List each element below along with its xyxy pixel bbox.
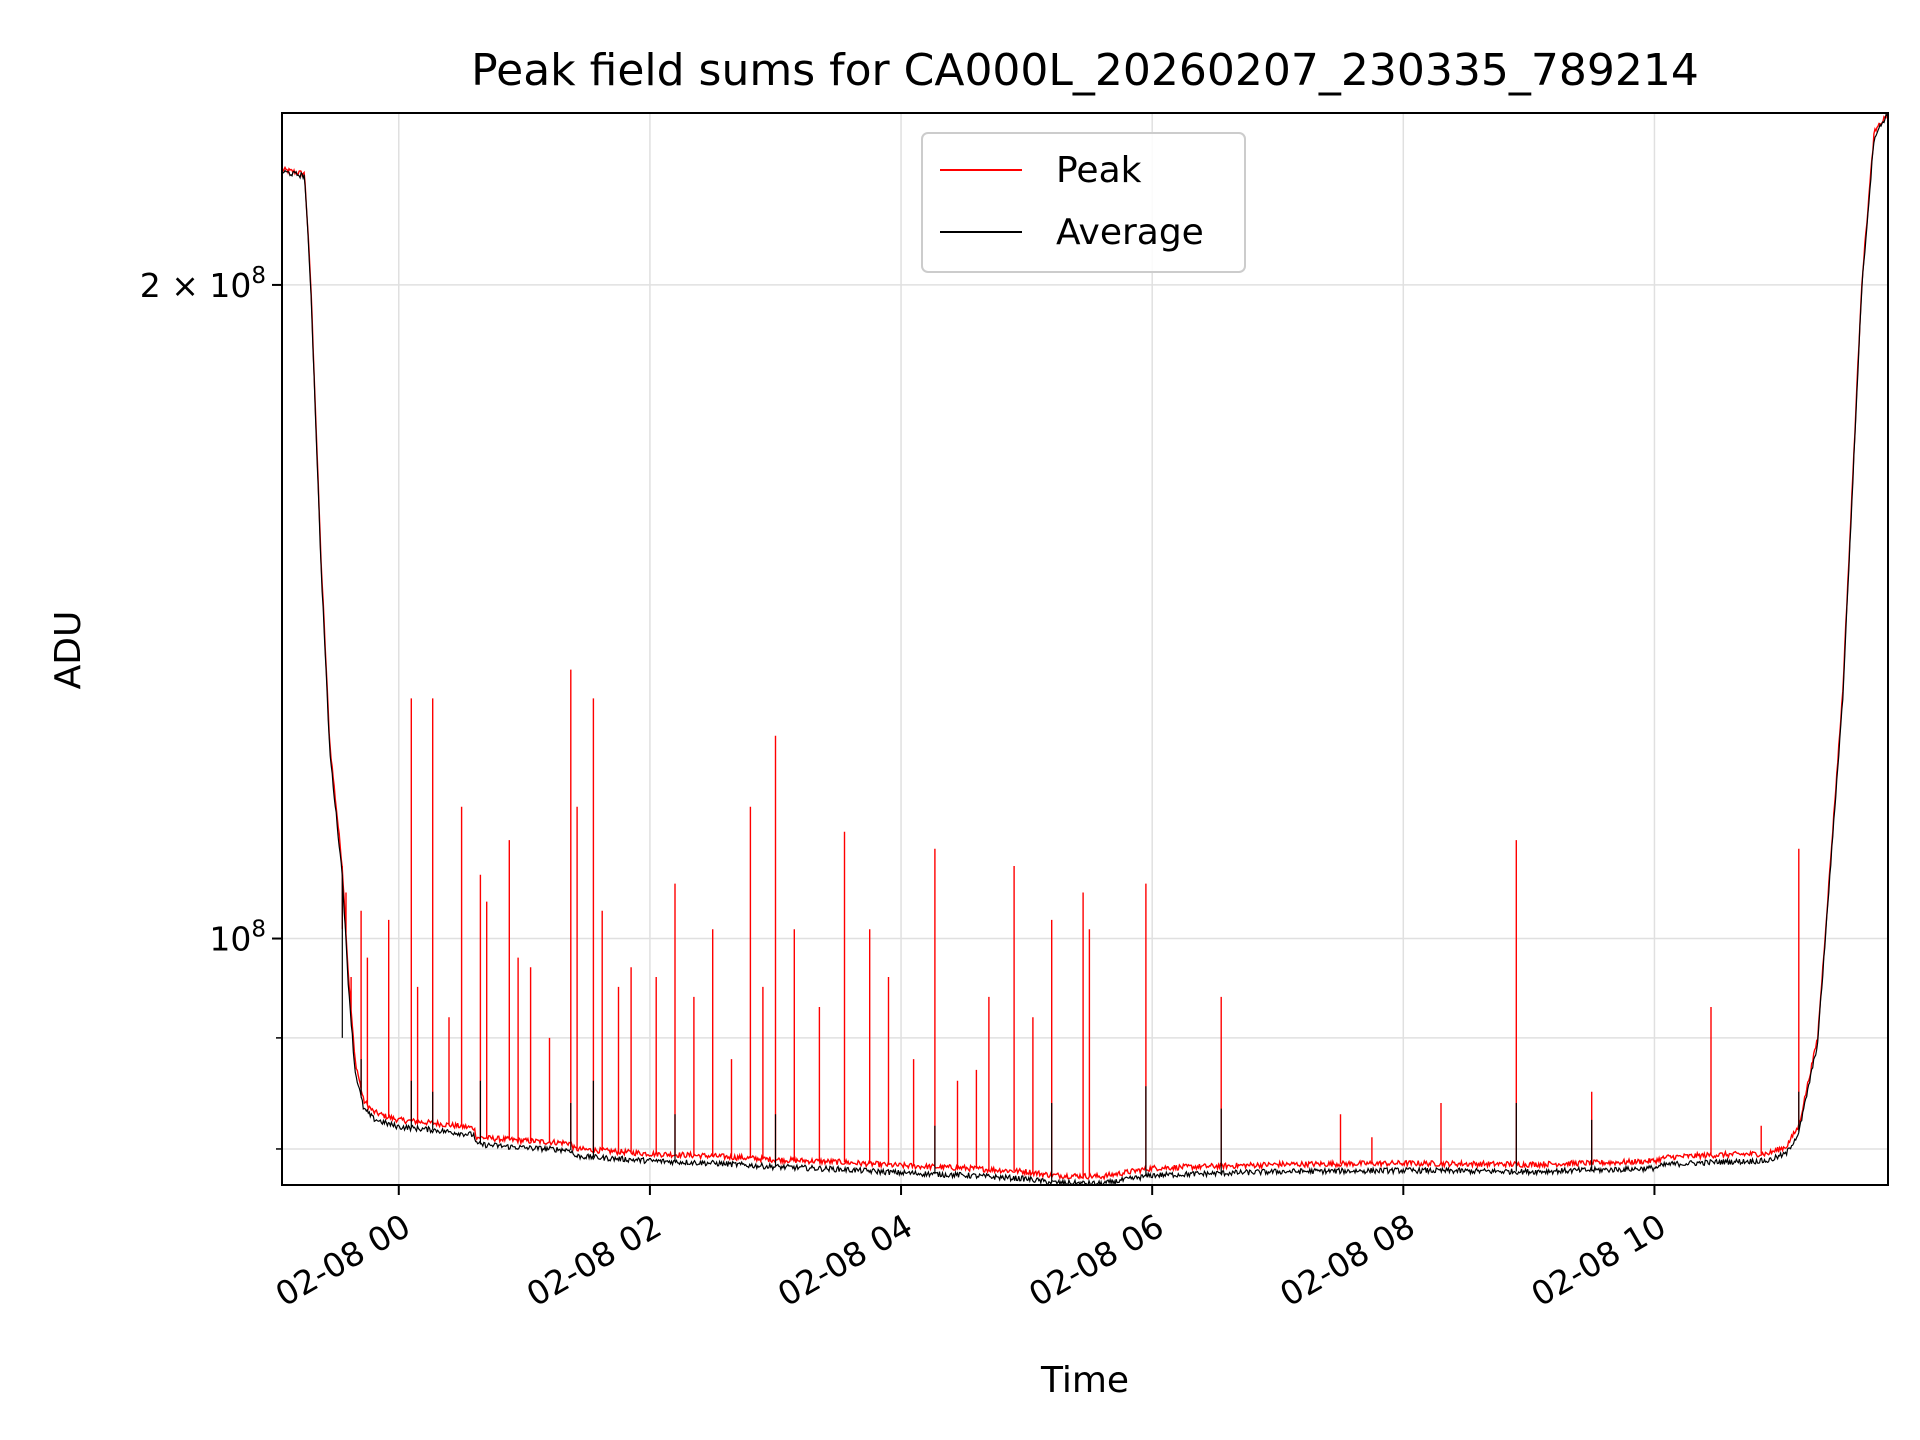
- legend-label-average: Average: [1056, 212, 1204, 253]
- series-line-average: [282, 113, 1888, 1185]
- series-layer: [282, 113, 1888, 1185]
- x-axis-label: Time: [1040, 1360, 1129, 1401]
- chart-title: Peak field sums for CA000L_20260207_2303…: [471, 45, 1699, 96]
- y-axis-label: ADU: [48, 611, 89, 690]
- legend: Peak Average: [921, 132, 1246, 273]
- y-axis-ticks: 108 2 × 108: [140, 263, 282, 1150]
- legend-box: [921, 132, 1246, 273]
- plot-frame: [281, 112, 1889, 1186]
- legend-label-peak: Peak: [1056, 150, 1142, 191]
- y-tick-label: 2 × 108: [140, 263, 266, 305]
- y-tick-label: 108: [209, 917, 266, 959]
- series-line-peak: [282, 113, 1888, 1181]
- grid-layer: [282, 113, 1888, 1185]
